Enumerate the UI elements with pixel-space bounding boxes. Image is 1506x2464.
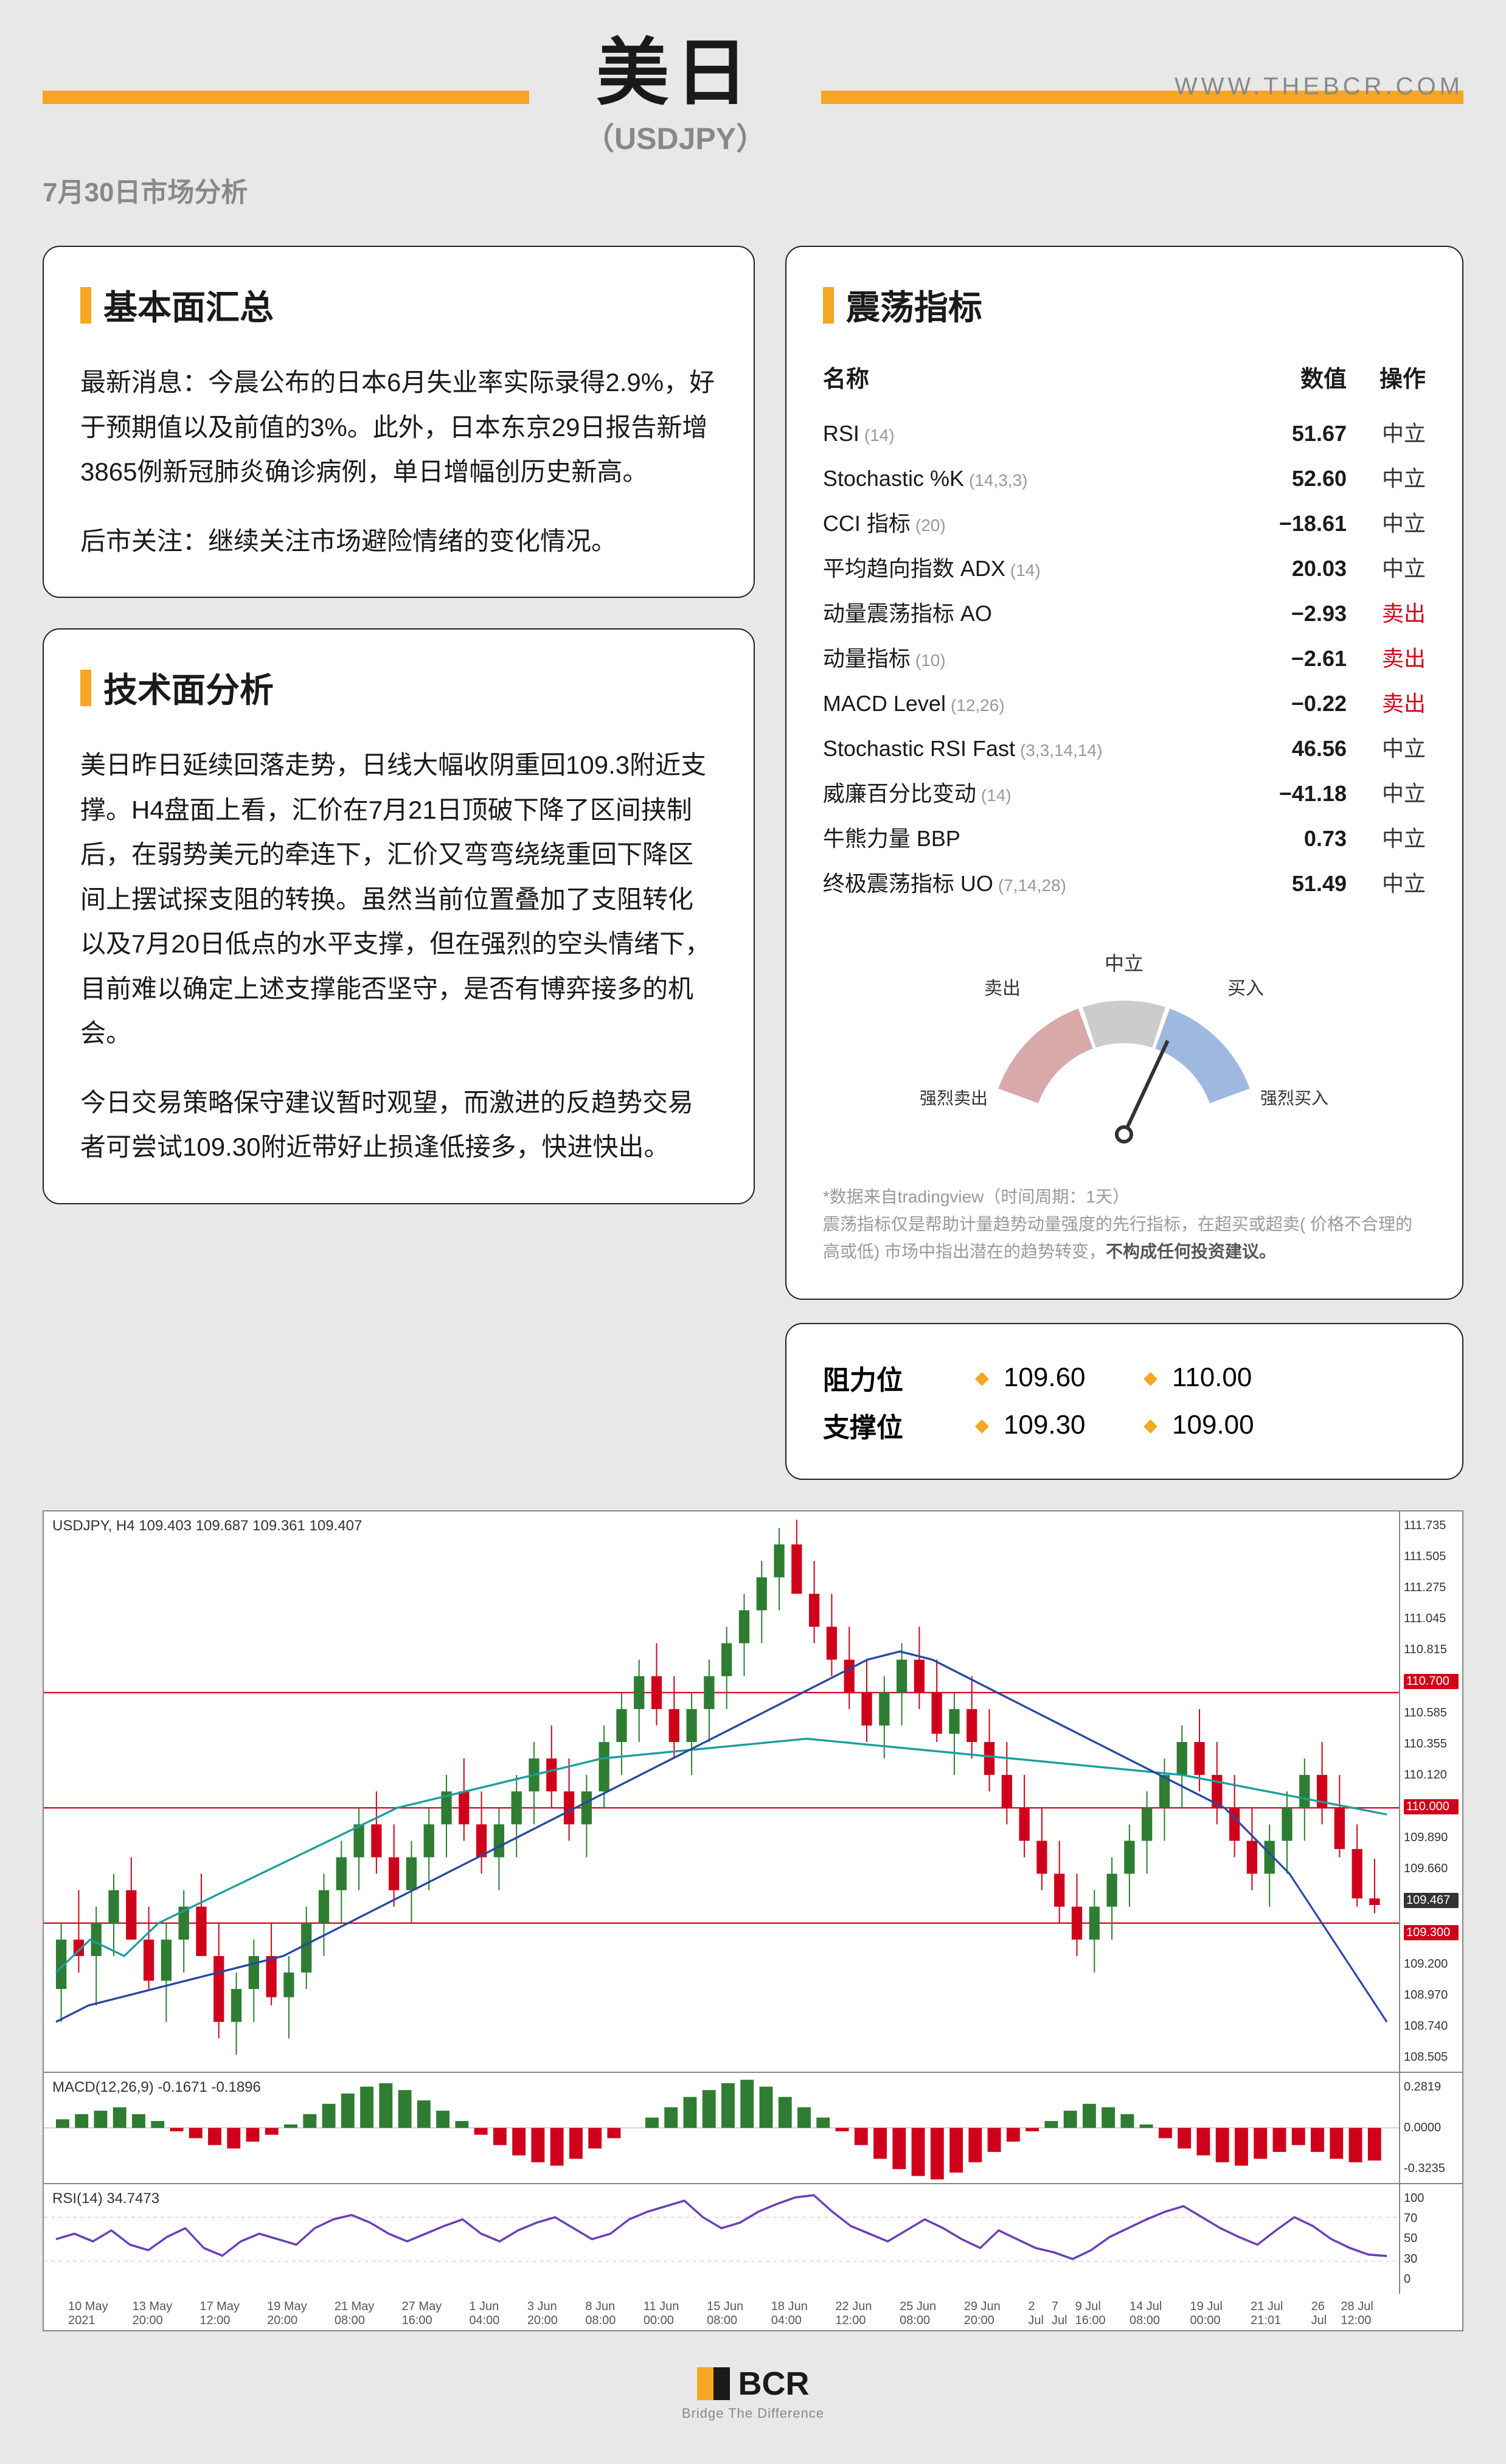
indicator-row: CCI 指标(20)−18.61中立 [823,499,1426,544]
indicator-table-body: RSI(14)51.67中立Stochastic %K(14,3,3)52.60… [823,409,1426,904]
indicator-row: 威廉百分比变动(14)−41.18中立 [823,769,1426,814]
macd-y-axis: 0.28190.0000-0.3235 [1399,2073,1462,2183]
brand-tagline: Bridge The Difference [43,2406,1463,2421]
indicator-table-head: 名称 数值 操作 [823,360,1426,394]
technical-p1: 美日昨日延续回落走势，日线大幅收阴重回109.3附近支撑。H4盘面上看，汇价在7… [80,743,717,1056]
indicator-row: 终极震荡指标 UO(7,14,28)51.49中立 [823,859,1426,904]
header-rule-left [43,91,529,104]
fundamentals-card: 基本面汇总 最新消息：今晨公布的日本6月失业率实际录得2.9%，好于预期值以及前… [43,246,755,598]
fundamentals-body: 最新消息：今晨公布的日本6月失业率实际录得2.9%，好于预期值以及前值的3%。此… [80,360,717,563]
macd-label: MACD(12,26,9) -0.1671 -0.1896 [52,2079,261,2096]
indicator-row: Stochastic %K(14,3,3)52.60中立 [823,454,1426,499]
technical-card: 技术面分析 美日昨日延续回落走势，日线大幅收阴重回109.3附近支撑。H4盘面上… [43,628,755,1204]
page-footer: BCR Bridge The Difference [43,2331,1463,2464]
chart-x-axis: 10 May 202113 May 20:0017 May 12:0019 Ma… [44,2294,1462,2330]
oscillators-title: 震荡指标 [846,280,982,330]
fundamentals-p2: 后市关注：继续关注市场避险情绪的变化情况。 [80,519,717,564]
technical-p2: 今日交易策略保守建议暂时观望，而激进的反趋势交易者可尝试109.30附近带好止损… [80,1080,717,1170]
price-chart: USDJPY, H4 109.403 109.687 109.361 109.4… [43,1510,1463,2331]
chart-y-axis: 111.735111.505111.275111.045110.815110.7… [1399,1511,1462,2071]
main-title: 美日 [584,36,766,109]
svg-text:买入: 买入 [1227,979,1264,999]
rsi-y-axis: 1007050300 [1399,2184,1462,2294]
sub-title: （USDJPY） [584,114,766,158]
technical-title: 技术面分析 [103,663,274,712]
svg-text:强烈卖出: 强烈卖出 [920,1089,988,1108]
rsi-label: RSI(14) 34.7473 [52,2190,159,2207]
chart-info-line: USDJPY, H4 109.403 109.687 109.361 109.4… [52,1518,362,1535]
technical-body: 美日昨日延续回落走势，日线大幅收阴重回109.3附近支撑。H4盘面上看，汇价在7… [80,743,717,1170]
oscillators-card: 震荡指标 名称 数值 操作 RSI(14)51.67中立Stochastic %… [785,246,1463,1300]
disclaimer: *数据来自tradingview（时间周期：1天） 震荡指标仅是帮助计量趋势动量… [823,1184,1426,1265]
indicator-row: RSI(14)51.67中立 [823,409,1426,454]
svg-text:卖出: 卖出 [984,979,1021,999]
brand-logo: BCR [697,2365,810,2403]
fundamentals-p1: 最新消息：今晨公布的日本6月失业率实际录得2.9%，好于预期值以及前值的3%。此… [80,360,717,495]
svg-text:中立: 中立 [1105,953,1143,974]
brand-icon [697,2367,730,2400]
indicator-row: MACD Level(12,26)−0.22卖出 [823,679,1426,724]
levels-card: 阻力位 ◆109.60 ◆110.00 支撑位 ◆109.30 ◆109.00 [785,1323,1463,1480]
date-label: 7月30日市场分析 [43,170,1463,209]
indicator-row: 牛熊力量 BBP0.73中立 [823,814,1426,859]
site-url: WWW.THEBCR.COM [1175,73,1463,100]
indicator-row: 平均趋向指数 ADX(14)20.03中立 [823,544,1426,589]
resistance-row: 阻力位 ◆109.60 ◆110.00 [823,1358,1426,1397]
svg-text:强烈买入: 强烈买入 [1260,1089,1328,1108]
indicator-row: 动量指标(10)−2.61卖出 [823,634,1426,679]
indicator-row: Stochastic RSI Fast(3,3,14,14)46.56中立 [823,724,1426,769]
sentiment-gauge: 中立卖出 买入强烈卖出 强烈买入 [823,934,1426,1162]
page-header: 美日 （USDJPY） 7月30日市场分析 WWW.THEBCR.COM [43,36,1463,209]
fundamentals-title: 基本面汇总 [103,280,274,330]
support-row: 支撑位 ◆109.30 ◆109.00 [823,1406,1426,1445]
indicator-row: 动量震荡指标 AO−2.93卖出 [823,589,1426,634]
